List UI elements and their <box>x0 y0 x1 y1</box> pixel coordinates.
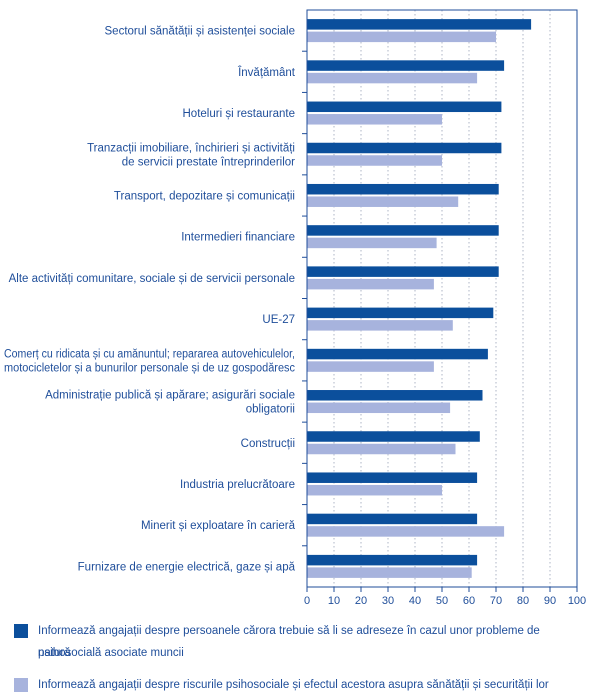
category-label-4-line-2: de servicii prestate întreprinderilor <box>122 156 295 168</box>
bar-series-2-cat-12 <box>307 484 442 496</box>
category-label-9-line-2: motocicletelor și a bunurilor personale … <box>4 362 295 374</box>
bar-series-2-cat-3 <box>307 114 442 125</box>
bar-series-2-cat-13 <box>307 526 505 537</box>
category-labels: Sectorul sănătății și asistenței sociale… <box>4 26 296 574</box>
bar-series-1-cat-1 <box>307 19 532 30</box>
category-label-14: Furnizare de energie electrică, gaze și … <box>78 561 296 573</box>
category-label-1: Sectorul sănătății și asistenței sociale <box>105 26 296 38</box>
x-tick-label-10: 10 <box>328 595 340 607</box>
category-label-3: Hoteluri și restaurante <box>183 108 296 120</box>
bars-layer <box>307 19 532 578</box>
bar-series-2-cat-5 <box>307 196 459 207</box>
category-label-2: Învățământ <box>237 66 296 79</box>
x-tick-label-0: 0 <box>304 595 310 607</box>
bar-series-1-cat-14 <box>307 554 478 566</box>
legend-swatch-series-2 <box>14 678 28 692</box>
bar-series-2-cat-6 <box>307 237 437 249</box>
x-tick-label-90: 90 <box>544 595 556 607</box>
bar-series-1-cat-8 <box>307 307 494 319</box>
legend: Informează angajații despre persoanele c… <box>14 622 574 692</box>
x-tick-label-20: 20 <box>355 595 367 607</box>
category-label-10-line-1: Administrație publică și apărare; asigur… <box>45 390 295 402</box>
bar-series-1-cat-5 <box>307 183 499 195</box>
bar-series-2-cat-2 <box>307 72 478 84</box>
bar-series-1-cat-13 <box>307 513 478 525</box>
bar-series-1-cat-9 <box>307 348 488 360</box>
legend-label-series-2: Informează angajații despre riscurile ps… <box>38 679 549 691</box>
bar-series-2-cat-9 <box>307 361 434 372</box>
bar-series-2-cat-8 <box>307 320 453 331</box>
x-tick-label-80: 80 <box>517 595 529 607</box>
category-label-5: Transport, depozitare și comunicații <box>114 190 295 202</box>
legend-swatch-series-1 <box>14 624 28 638</box>
bar-series-2-cat-4 <box>307 155 442 166</box>
x-tick-label-30: 30 <box>382 595 394 607</box>
category-label-6: Intermedieri financiare <box>181 232 295 244</box>
category-label-8: UE-27 <box>262 314 295 326</box>
bar-series-1-cat-7 <box>307 266 499 277</box>
axis-layer: 0 10 20 30 40 50 60 70 80 90 100 <box>302 9 586 607</box>
bar-series-1-cat-10 <box>307 390 483 401</box>
x-tick-label-40: 40 <box>409 595 421 607</box>
bar-series-2-cat-10 <box>307 402 451 414</box>
x-tick-label-60: 60 <box>463 595 475 607</box>
bar-series-1-cat-2 <box>307 60 505 71</box>
bar-series-2-cat-11 <box>307 443 456 455</box>
category-label-11: Construcții <box>241 438 295 450</box>
bar-series-1-cat-6 <box>307 225 499 236</box>
bar-series-1-cat-4 <box>307 142 502 154</box>
category-label-7: Alte activități comunitare, sociale și d… <box>9 273 295 285</box>
bar-series-1-cat-3 <box>307 101 502 113</box>
category-label-12: Industria prelucrătoare <box>180 479 295 491</box>
category-label-4-line-1: Tranzacții imobiliare, închirieri și act… <box>87 142 295 154</box>
bar-series-2-cat-1 <box>307 31 496 43</box>
x-tick-label-100: 100 <box>568 595 586 607</box>
grid-layer <box>333 10 551 587</box>
bar-series-2-cat-7 <box>307 278 434 290</box>
legend-label-series-1-line-1: Informează angajații despre persoanele c… <box>38 625 540 659</box>
bar-series-1-cat-12 <box>307 472 478 483</box>
category-label-10-line-2: obligatorii <box>246 404 295 416</box>
x-tick-label-70: 70 <box>490 595 502 607</box>
x-tick-label-50: 50 <box>436 595 448 607</box>
bar-series-1-cat-11 <box>307 431 480 442</box>
category-label-9-line-1: Comerț cu ridicata și cu amănuntul; repa… <box>4 348 295 360</box>
legend-label-series-1-line-2: psihosocială asociate muncii <box>38 647 184 659</box>
category-label-13: Minerit și exploatare în carieră <box>141 520 296 532</box>
bar-series-2-cat-14 <box>307 567 472 578</box>
